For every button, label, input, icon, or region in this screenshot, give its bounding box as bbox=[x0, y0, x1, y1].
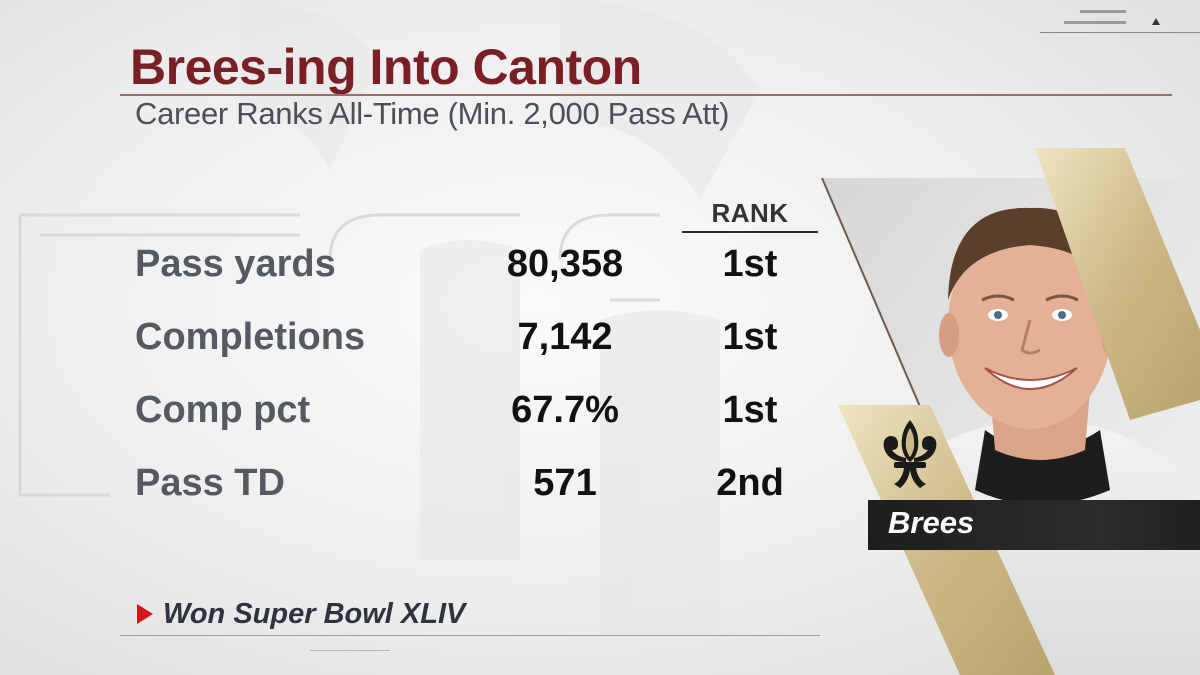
stat-rank: 2nd bbox=[716, 462, 784, 504]
bottom-divider-short bbox=[310, 650, 390, 651]
footnote-text: Won Super Bowl XLIV bbox=[163, 597, 466, 630]
stat-label: Completions bbox=[135, 316, 366, 358]
stat-label: Pass TD bbox=[135, 462, 285, 504]
player-name-bar bbox=[868, 500, 1200, 550]
stat-value: 67.7% bbox=[511, 389, 619, 431]
player-name: Brees bbox=[888, 505, 975, 540]
rank-header-underline bbox=[682, 231, 818, 233]
graphic-subtitle: Career Ranks All-Time (Min. 2,000 Pass A… bbox=[135, 96, 730, 131]
corner-decoration bbox=[1040, 10, 1200, 33]
stat-rank: 1st bbox=[722, 316, 778, 358]
fleur-de-lis-icon bbox=[883, 420, 937, 488]
gold-chevron-top bbox=[1035, 148, 1200, 420]
stat-value: 80,358 bbox=[506, 243, 624, 285]
graphic-title: Brees-ing Into Canton bbox=[130, 39, 642, 95]
stat-rank: 1st bbox=[722, 389, 778, 431]
stat-row-pass-yards: Pass yards 80,358 1st bbox=[0, 243, 820, 303]
stat-value: 7,142 bbox=[517, 316, 613, 358]
footnote: Won Super Bowl XLIV bbox=[137, 594, 465, 634]
stat-row-comp-pct: Comp pct 67.7% 1st bbox=[0, 389, 820, 449]
bottom-divider bbox=[120, 635, 820, 636]
stat-row-completions: Completions 7,142 1st bbox=[0, 316, 820, 376]
stat-rank: 1st bbox=[722, 243, 778, 285]
stat-label: Comp pct bbox=[135, 389, 311, 431]
stat-label: Pass yards bbox=[135, 243, 336, 285]
title-divider bbox=[120, 94, 1172, 96]
stat-row-pass-td: Pass TD 571 2nd bbox=[0, 462, 820, 522]
red-triangle-bullet-icon bbox=[137, 604, 153, 624]
stat-value: 571 bbox=[533, 462, 597, 504]
rank-column-header: RANK bbox=[711, 198, 789, 228]
